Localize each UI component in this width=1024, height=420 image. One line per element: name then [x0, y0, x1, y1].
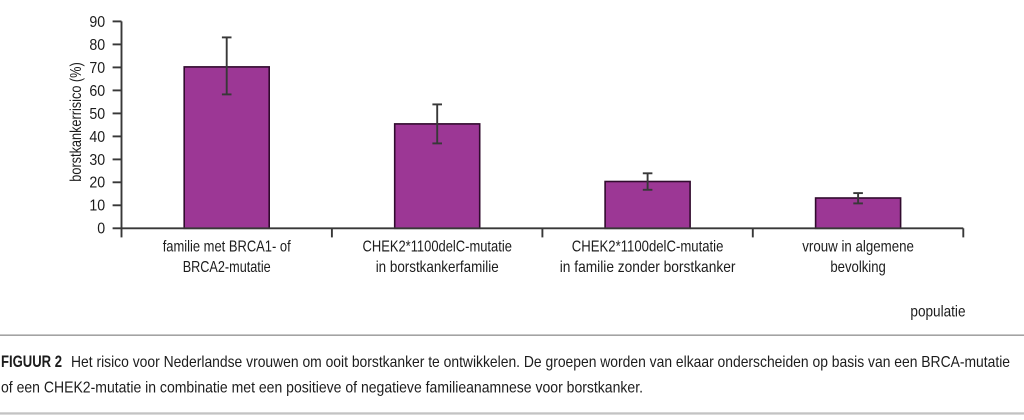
- svg-text:borstkankerrisico (%): borstkankerrisico (%): [68, 62, 85, 181]
- svg-text:familie met BRCA1- of: familie met BRCA1- of: [163, 239, 291, 256]
- svg-text:populatie: populatie: [910, 304, 965, 321]
- svg-text:10: 10: [89, 198, 105, 215]
- svg-text:FIGUUR 2: FIGUUR 2: [1, 353, 62, 371]
- svg-text:40: 40: [89, 129, 105, 146]
- svg-text:BRCA2-mutatie: BRCA2-mutatie: [183, 259, 271, 276]
- svg-text:30: 30: [89, 152, 105, 169]
- svg-text:20: 20: [89, 175, 105, 192]
- svg-text:in borstkankerfamilie: in borstkankerfamilie: [376, 259, 499, 276]
- svg-text:vrouw in algemene: vrouw in algemene: [802, 239, 914, 256]
- svg-text:CHEK2*1100delC-mutatie: CHEK2*1100delC-mutatie: [572, 239, 724, 256]
- svg-text:bevolking: bevolking: [830, 259, 886, 276]
- svg-text:70: 70: [89, 60, 105, 77]
- svg-text:in familie zonder borstkanker: in familie zonder borstkanker: [560, 259, 736, 276]
- svg-text:60: 60: [89, 83, 105, 100]
- svg-text:Het risico voor Nederlandse vr: Het risico voor Nederlandse vrouwen om o…: [71, 354, 1010, 371]
- svg-text:90: 90: [89, 14, 105, 31]
- svg-text:80: 80: [89, 37, 105, 54]
- svg-text:of een CHEK2-mutatie in combin: of een CHEK2-mutatie in combinatie met e…: [1, 379, 643, 396]
- svg-text:0: 0: [97, 221, 105, 238]
- svg-text:50: 50: [89, 106, 105, 123]
- svg-text:CHEK2*1100delC-mutatie: CHEK2*1100delC-mutatie: [363, 239, 513, 256]
